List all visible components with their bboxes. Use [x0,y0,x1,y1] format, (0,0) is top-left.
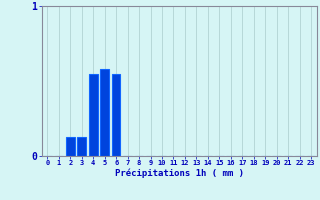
Bar [100,69,109,156]
Bar [66,137,75,156]
Bar [77,137,86,156]
Bar [89,73,98,156]
X-axis label: Précipitations 1h ( mm ): Précipitations 1h ( mm ) [115,169,244,178]
Bar [112,73,120,156]
